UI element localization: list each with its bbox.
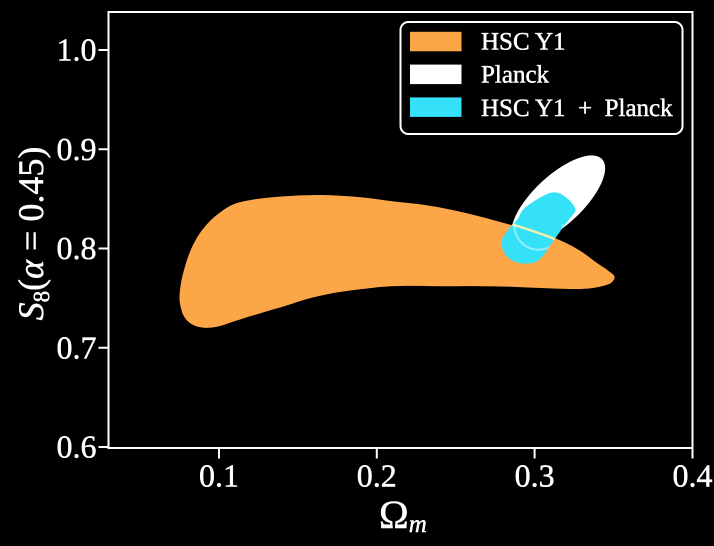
svg-text:0.2: 0.2 xyxy=(357,458,397,494)
svg-text:HSC Y1: HSC Y1 xyxy=(481,29,566,56)
svg-text:1.0: 1.0 xyxy=(57,32,97,68)
svg-text:0.8: 0.8 xyxy=(57,230,97,266)
svg-text:HSC Y1 + Planck: HSC Y1 + Planck xyxy=(481,95,673,122)
svg-text:0.3: 0.3 xyxy=(515,458,555,494)
svg-text:S8(α = 0.45): S8(α = 0.45) xyxy=(11,147,54,321)
svg-text:0.9: 0.9 xyxy=(57,131,97,167)
svg-text:0.1: 0.1 xyxy=(199,458,239,494)
svg-text:0.4: 0.4 xyxy=(673,458,713,494)
svg-text:Planck: Planck xyxy=(481,62,550,89)
svg-text:0.6: 0.6 xyxy=(57,429,97,465)
svg-text:0.7: 0.7 xyxy=(57,329,97,365)
